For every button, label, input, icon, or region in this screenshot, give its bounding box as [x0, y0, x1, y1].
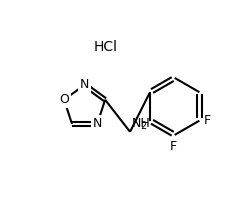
Text: HCl: HCl — [93, 40, 117, 54]
Text: N: N — [92, 117, 102, 130]
Text: N: N — [80, 78, 89, 91]
Text: O: O — [59, 93, 69, 106]
Text: F: F — [203, 114, 210, 127]
Text: 2: 2 — [140, 121, 146, 131]
Text: F: F — [169, 140, 176, 153]
Text: NH: NH — [131, 117, 150, 130]
